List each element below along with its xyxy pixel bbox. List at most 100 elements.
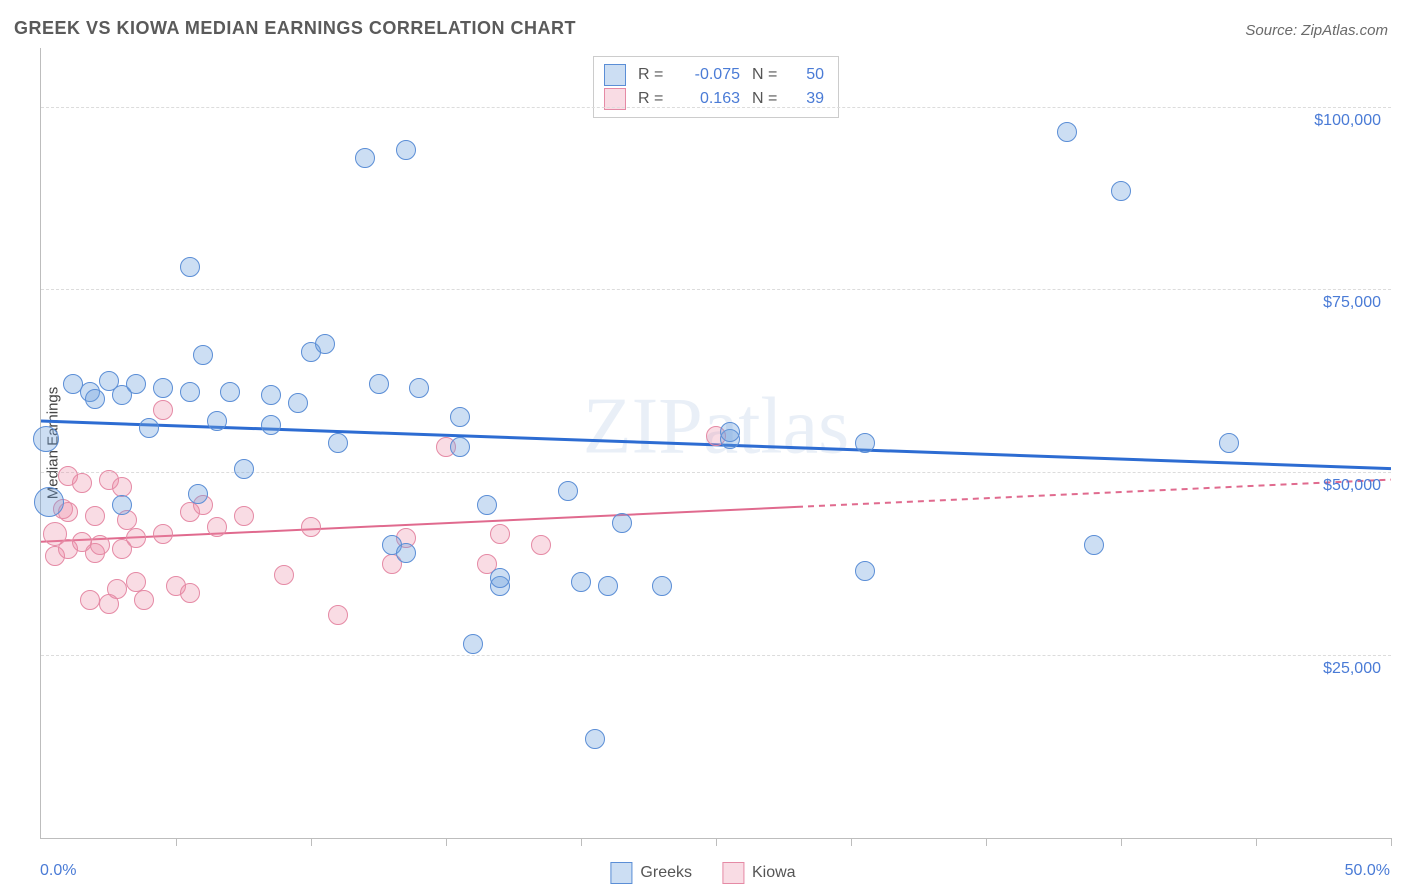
x-tick: [851, 838, 852, 846]
greeks-point: [220, 382, 240, 402]
source-prefix: Source:: [1245, 22, 1301, 39]
n-label: N =: [752, 90, 782, 108]
greeks-point: [261, 385, 281, 405]
greeks-point: [193, 345, 213, 365]
n-label: N =: [752, 66, 782, 84]
greeks-point: [139, 418, 159, 438]
greeks-point: [180, 382, 200, 402]
kiowa-point: [112, 477, 132, 497]
n-value-greeks: 50: [794, 66, 824, 84]
y-tick-label: $75,000: [1323, 294, 1381, 312]
swatch-kiowa-icon: [722, 862, 744, 884]
x-tick: [1256, 838, 1257, 846]
kiowa-point: [72, 473, 92, 493]
greeks-point: [396, 140, 416, 160]
kiowa-point: [531, 535, 551, 555]
x-tick: [176, 838, 177, 846]
y-tick-label: $25,000: [1323, 660, 1381, 678]
greeks-point: [463, 634, 483, 654]
greeks-point: [288, 393, 308, 413]
greeks-point: [207, 411, 227, 431]
kiowa-point: [126, 528, 146, 548]
greeks-point: [328, 433, 348, 453]
series-legend: Greeks Kiowa: [610, 862, 795, 884]
greeks-point: [180, 257, 200, 277]
greeks-point: [490, 568, 510, 588]
greeks-point: [855, 561, 875, 581]
greeks-point: [612, 513, 632, 533]
greeks-point: [477, 495, 497, 515]
greeks-point: [652, 576, 672, 596]
x-tick: [1391, 838, 1392, 846]
greeks-point: [1111, 181, 1131, 201]
greeks-point: [598, 576, 618, 596]
greeks-point: [450, 407, 470, 427]
kiowa-point: [207, 517, 227, 537]
chart-title: GREEK VS KIOWA MEDIAN EARNINGS CORRELATI…: [14, 18, 576, 39]
greeks-point: [234, 459, 254, 479]
legend-item-kiowa: Kiowa: [722, 862, 796, 884]
x-max-label: 50.0%: [1345, 862, 1390, 880]
correlation-legend: R = -0.075 N = 50 R = 0.163 N = 39: [593, 56, 839, 118]
kiowa-point: [301, 517, 321, 537]
greeks-point: [33, 426, 59, 452]
greeks-point: [188, 484, 208, 504]
greeks-point: [369, 374, 389, 394]
kiowa-point: [490, 524, 510, 544]
kiowa-point: [274, 565, 294, 585]
greeks-point: [571, 572, 591, 592]
gridline-h: [41, 107, 1391, 108]
legend-item-greeks: Greeks: [610, 862, 692, 884]
r-label: R =: [638, 66, 668, 84]
kiowa-point: [234, 506, 254, 526]
greeks-point: [315, 334, 335, 354]
greeks-point: [126, 374, 146, 394]
greeks-point: [855, 433, 875, 453]
greeks-point: [355, 148, 375, 168]
legend-label-greeks: Greeks: [640, 864, 692, 882]
kiowa-regression-line-dashed: [797, 480, 1391, 507]
kiowa-point: [328, 605, 348, 625]
greeks-point: [720, 422, 740, 442]
greeks-point: [153, 378, 173, 398]
greeks-point: [261, 415, 281, 435]
greeks-point: [396, 543, 416, 563]
y-tick-label: $100,000: [1314, 112, 1381, 130]
greeks-point: [112, 495, 132, 515]
greeks-point: [85, 389, 105, 409]
x-tick: [311, 838, 312, 846]
x-min-label: 0.0%: [40, 862, 76, 880]
n-value-kiowa: 39: [794, 90, 824, 108]
gridline-h: [41, 289, 1391, 290]
greeks-point: [1084, 535, 1104, 555]
kiowa-point: [126, 572, 146, 592]
kiowa-point: [80, 590, 100, 610]
kiowa-point: [153, 400, 173, 420]
source-name: ZipAtlas.com: [1301, 22, 1388, 39]
legend-row-greeks: R = -0.075 N = 50: [604, 63, 824, 87]
x-tick: [716, 838, 717, 846]
x-tick: [1121, 838, 1122, 846]
gridline-h: [41, 655, 1391, 656]
x-tick: [581, 838, 582, 846]
x-tick: [446, 838, 447, 846]
kiowa-point: [153, 524, 173, 544]
y-tick-label: $50,000: [1323, 477, 1381, 495]
kiowa-point: [180, 583, 200, 603]
r-value-kiowa: 0.163: [680, 90, 740, 108]
plot-area: Median Earnings ZIPatlas R = -0.075 N = …: [40, 48, 1391, 839]
greeks-point: [1219, 433, 1239, 453]
x-tick: [986, 838, 987, 846]
swatch-greeks-icon: [610, 862, 632, 884]
kiowa-point: [134, 590, 154, 610]
swatch-greeks-icon: [604, 64, 626, 86]
greeks-point: [585, 729, 605, 749]
kiowa-point: [85, 506, 105, 526]
legend-label-kiowa: Kiowa: [752, 864, 796, 882]
greeks-point: [409, 378, 429, 398]
r-label: R =: [638, 90, 668, 108]
greeks-point: [1057, 122, 1077, 142]
kiowa-point: [107, 579, 127, 599]
kiowa-point: [90, 535, 110, 555]
greeks-point: [450, 437, 470, 457]
